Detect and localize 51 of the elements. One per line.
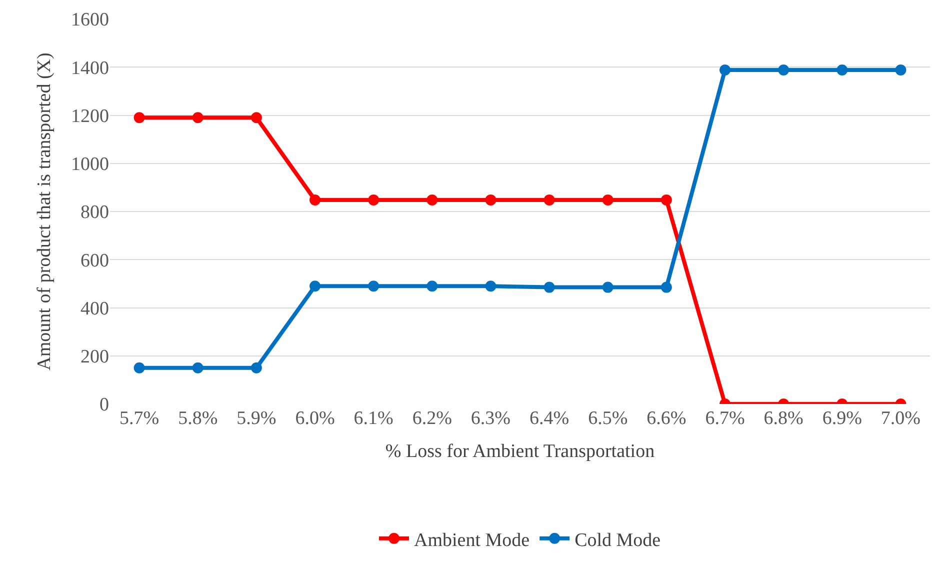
point xyxy=(485,194,496,206)
point xyxy=(836,64,848,76)
y-axis-title: Amount of product that is transported (X) xyxy=(34,52,55,370)
x-tick-label: 6.2% xyxy=(412,408,452,429)
point xyxy=(368,194,380,206)
point xyxy=(192,112,204,124)
y-tick-label: 0 xyxy=(100,394,109,416)
point xyxy=(660,194,672,206)
point xyxy=(250,362,262,374)
x-tick-label: 6.0% xyxy=(295,408,335,429)
x-tick-label: 6.3% xyxy=(470,408,511,429)
point xyxy=(134,362,145,374)
x-axis-title: % Loss for Ambient Transportation xyxy=(385,440,656,462)
point xyxy=(602,194,614,206)
legend-label: Cold Mode xyxy=(574,530,661,551)
x-tick-label: 6.5% xyxy=(588,408,628,429)
point xyxy=(895,64,906,76)
y-tick-label: 1400 xyxy=(71,58,109,79)
point xyxy=(368,280,380,292)
point xyxy=(602,282,614,293)
x-tick-label: 6.4% xyxy=(530,408,570,429)
x-tick-label: 6.8% xyxy=(764,408,804,429)
y-tick-label: 200 xyxy=(80,346,109,368)
point xyxy=(485,280,496,292)
point xyxy=(310,280,320,292)
y-tick-label: 1600 xyxy=(71,10,109,31)
y-tick-label: 1200 xyxy=(71,106,109,127)
y-tick-label: 800 xyxy=(80,202,109,224)
point xyxy=(544,282,555,293)
point xyxy=(660,282,672,293)
x-tick-label: 5.7% xyxy=(120,408,160,429)
x-tick-label: 6.7% xyxy=(705,408,745,429)
point xyxy=(720,64,730,76)
point xyxy=(310,194,320,206)
y-tick-label: 400 xyxy=(80,298,109,320)
y-tick-label: 1000 xyxy=(71,154,109,176)
point xyxy=(134,112,145,124)
x-tick-label: 5.8% xyxy=(178,408,218,429)
point xyxy=(426,280,438,292)
point xyxy=(426,194,438,206)
x-tick-label: 6.1% xyxy=(354,408,394,429)
point xyxy=(192,362,204,374)
x-tick-label: 6.9% xyxy=(822,408,862,429)
y-tick-label: 600 xyxy=(80,250,109,272)
x-tick-label: 6.6% xyxy=(646,408,686,429)
point xyxy=(250,112,262,124)
point xyxy=(778,64,790,76)
point xyxy=(544,194,555,206)
legend-label: Ambient Mode xyxy=(414,530,530,551)
x-tick-label: 7.0% xyxy=(880,408,921,429)
x-tick-label: 5.9% xyxy=(236,408,276,429)
